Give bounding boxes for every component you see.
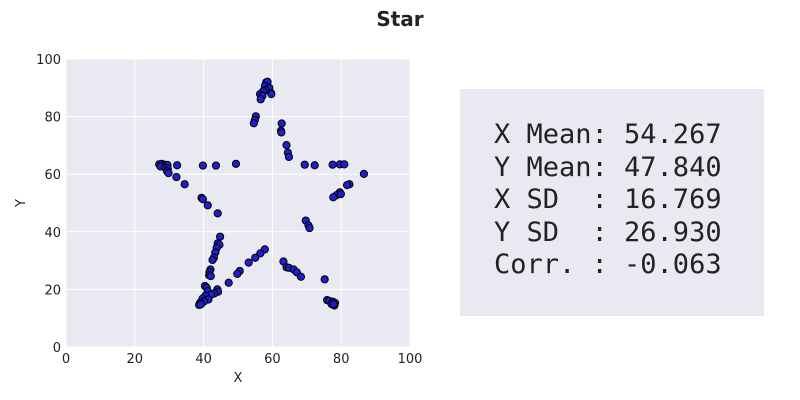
data-point: [208, 255, 217, 265]
data-point: [320, 275, 329, 284]
data-point: [172, 172, 181, 182]
data-point: [342, 181, 352, 190]
data-point: [300, 160, 309, 169]
x-tick-label: 60: [264, 352, 281, 367]
x-tick-label: 20: [127, 352, 144, 367]
data-point: [256, 95, 265, 104]
y-tick-label: 60: [44, 168, 61, 183]
stat-correlation: Corr. : -0.063: [494, 249, 722, 280]
data-point: [164, 168, 173, 178]
data-point: [277, 128, 286, 137]
data-point: [336, 189, 345, 199]
data-point: [340, 160, 349, 169]
data-point: [213, 209, 222, 218]
grid-lines: [65, 58, 411, 348]
data-point: [359, 169, 369, 179]
x-tick-label: 80: [333, 352, 350, 367]
stat-x-mean: X Mean: 54.267: [494, 119, 722, 150]
y-axis-label: Y: [14, 199, 29, 208]
x-axis-label: X: [234, 371, 243, 386]
x-tick-label: 100: [398, 352, 423, 367]
data-point: [282, 141, 291, 150]
x-tick-label: 40: [195, 352, 212, 367]
data-point: [277, 119, 286, 128]
data-point: [244, 258, 253, 267]
data-point: [216, 232, 225, 241]
data-point: [256, 249, 265, 258]
data-point: [173, 161, 182, 170]
chart-title: Star: [376, 7, 423, 31]
data-point: [198, 161, 208, 170]
stat-y-sd: Y SD : 26.930: [494, 216, 722, 248]
data-point: [249, 119, 258, 128]
data-point: [284, 152, 294, 162]
x-tick-label: 0: [62, 352, 70, 367]
data-point: [267, 90, 276, 99]
data-point: [305, 223, 314, 233]
data-point: [233, 269, 242, 278]
data-point: [231, 159, 241, 168]
y-tick-label: 0: [53, 341, 61, 356]
data-point: [198, 195, 208, 204]
data-point: [329, 299, 338, 309]
y-tick-label: 20: [44, 283, 61, 298]
y-tick-label: 100: [36, 53, 61, 68]
tick-labels: 0 20 40 60 80 100 0 20 40 60 80 100: [36, 53, 422, 367]
data-point: [206, 272, 215, 281]
stat-x-sd: X SD : 16.769: [494, 184, 722, 215]
data-point: [224, 278, 233, 287]
data-point: [296, 272, 306, 281]
data-points: [155, 77, 369, 310]
data-point: [328, 160, 337, 169]
data-point: [329, 193, 338, 202]
statistics-panel: X Mean: 54.267 Y Mean: 47.840 X SD : 16.…: [460, 89, 764, 316]
data-point: [310, 161, 319, 170]
data-point: [180, 180, 189, 189]
y-tick-label: 80: [44, 111, 61, 126]
stat-y-mean: Y Mean: 47.840: [494, 151, 722, 183]
data-point: [196, 300, 205, 309]
y-tick-label: 40: [44, 226, 61, 241]
data-point: [211, 161, 221, 170]
plot-area: [66, 59, 410, 347]
data-point: [203, 201, 212, 210]
data-point: [251, 253, 260, 262]
